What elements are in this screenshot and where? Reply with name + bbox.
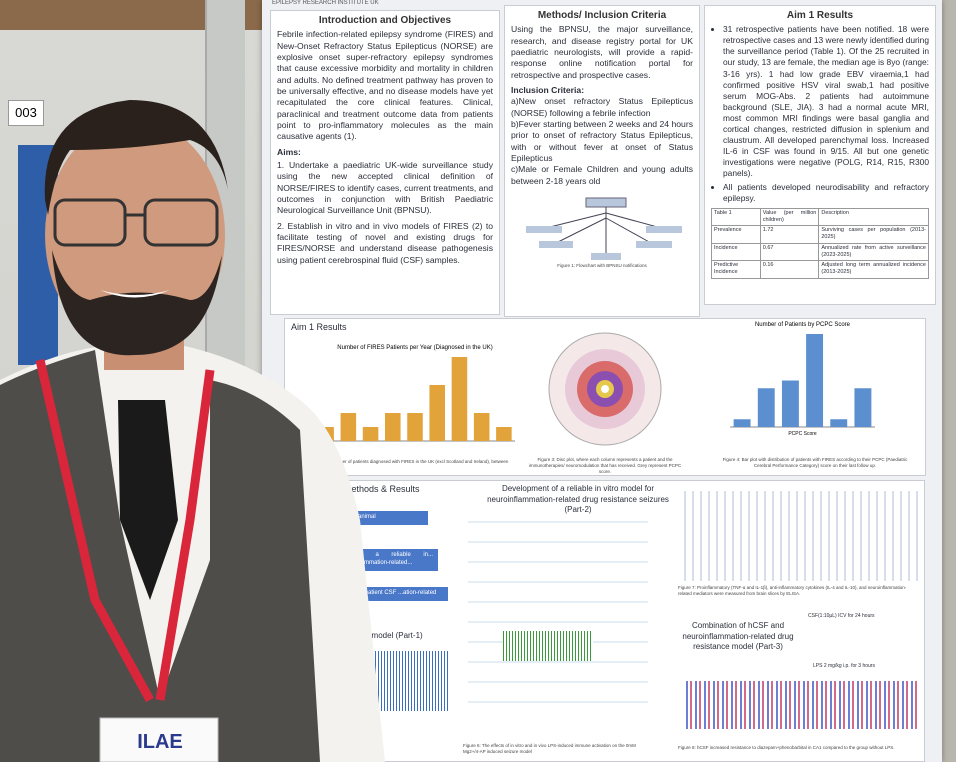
figure-6 <box>468 521 648 721</box>
result-item: 31 retrospective patients have been noti… <box>723 24 929 179</box>
table-cell: Annualized rate from active surveillance… <box>818 242 929 262</box>
bar <box>362 427 379 441</box>
dose-label: LPS 2 mg/kg i.p. for 3 hours <box>813 663 875 669</box>
bar <box>451 357 468 441</box>
table-cell: Adjusted long term annualized incidence … <box>818 260 929 279</box>
intro-column: Introduction and Objectives Febrile infe… <box>270 10 500 315</box>
heading: Methods/ Inclusion Criteria <box>537 10 667 21</box>
paragraph: Using the BPNSU, the major surveillance,… <box>511 24 693 80</box>
criterion: a)New onset refractory Status Epilepticu… <box>511 96 693 118</box>
caption: Figure 4: Bar plot with distribution of … <box>722 457 908 468</box>
flow-box: ...of a reliable in... inflammation-rela… <box>348 549 438 571</box>
dose-label: CSF(1:10µL) ICV for 24 hours <box>808 613 875 619</box>
partition <box>205 0 245 762</box>
bar <box>781 380 799 427</box>
bar <box>733 419 751 427</box>
bar <box>854 388 872 427</box>
results-column: Aim 1 Results 31 retrospective patients … <box>704 5 936 305</box>
table-cell: 0.16 <box>759 260 820 279</box>
bar <box>757 388 775 427</box>
caption: Figure 7: Proinflammatory (TNF-α and IL-… <box>678 585 907 596</box>
figure-7 <box>678 491 918 581</box>
caption: Figure 3: Disc plot, where each column r… <box>528 457 682 474</box>
blue-sign <box>18 145 58 365</box>
caption: Figure 8: hCSF increased resistance to d… <box>678 745 895 750</box>
part3-title: Combination of hCSF and neuroinflammatio… <box>682 621 794 652</box>
logo-text: EPILEPSY RESEARCH INSTITUTE UK <box>272 0 379 6</box>
table-cell: 1.72 <box>759 225 820 244</box>
table-cell: Incidence <box>711 242 761 262</box>
flowchart <box>526 197 682 260</box>
table-header: Value (per million children) <box>759 207 820 227</box>
table-cell: Prevalence <box>711 225 761 244</box>
figure-8 <box>683 681 918 729</box>
chart-title: Number of Patients by PCPC Score <box>755 322 851 328</box>
bar <box>496 427 512 441</box>
caption: Figure 6: The effects of in vitro and in… <box>463 743 636 754</box>
bar <box>806 334 824 427</box>
bar <box>830 419 848 427</box>
disc-plot <box>548 332 662 446</box>
table-cell: Predictive Incidence <box>711 260 761 279</box>
subtitle: ...imal model (Part-1) <box>348 631 423 640</box>
caption: Figure 2: Number of patients diagnosed w… <box>311 459 509 464</box>
bar <box>385 413 401 441</box>
heading: Aim 1 Results <box>786 10 854 21</box>
flow-box: ...animal <box>348 511 428 525</box>
paragraph: Febrile infection-related epilepsy syndr… <box>277 29 493 142</box>
poster: EPILEPSY RESEARCH INSTITUTE UK Introduct… <box>262 0 942 762</box>
result-item: All patients developed neurodisability a… <box>723 182 929 204</box>
bar <box>429 385 445 441</box>
lower-panel: Methods & Results ...animal ...of a reli… <box>337 480 925 762</box>
flow-box: ...of patient CSF ...ation-related <box>348 587 448 601</box>
aim: 2. Establish in vitro and in vivo models… <box>277 220 493 265</box>
subheading: Inclusion Criteria: <box>511 84 585 95</box>
table-cell: 0.67 <box>759 242 820 262</box>
part2-title: Development of a reliable in vitro model… <box>487 484 669 515</box>
sign: 003 <box>8 100 44 126</box>
criterion: b)Fever starting between 2 weeks and 24 … <box>511 118 693 163</box>
bar <box>318 427 334 441</box>
bar <box>407 413 423 441</box>
heading: Introduction and Objectives <box>318 15 452 26</box>
subheading: Aims: <box>277 146 301 157</box>
aim: 1. Undertake a paediatric UK-wide survei… <box>277 159 493 216</box>
table-cell: Surviving cases per population (2013-202… <box>818 225 929 244</box>
caption: Figure 1: Flowchart with BPNSU notificat… <box>557 263 647 268</box>
table-header: Description <box>818 207 929 227</box>
table: Table 1 Value (per million children) Descr… <box>711 207 929 279</box>
table-header: Table 1 <box>711 207 761 227</box>
bar <box>473 413 490 441</box>
methods-column: Methods/ Inclusion Criteria Using the BP… <box>504 5 700 317</box>
aim1-panel: Aim 1 Results Number of FIRES Patients p… <box>284 318 926 476</box>
criterion: c)Male or Female Children and young adul… <box>511 164 693 186</box>
x-axis-label: PCPC Score <box>788 431 817 437</box>
panel-charts: Number of FIRES Patients per Year (Diagn… <box>315 322 875 446</box>
green-trace <box>503 631 593 661</box>
panel-title: Aim 1 Results <box>291 322 347 332</box>
eeg-trace <box>370 651 450 711</box>
chart-title: Number of FIRES Patients per Year (Diagn… <box>337 345 492 351</box>
bar <box>340 413 357 441</box>
